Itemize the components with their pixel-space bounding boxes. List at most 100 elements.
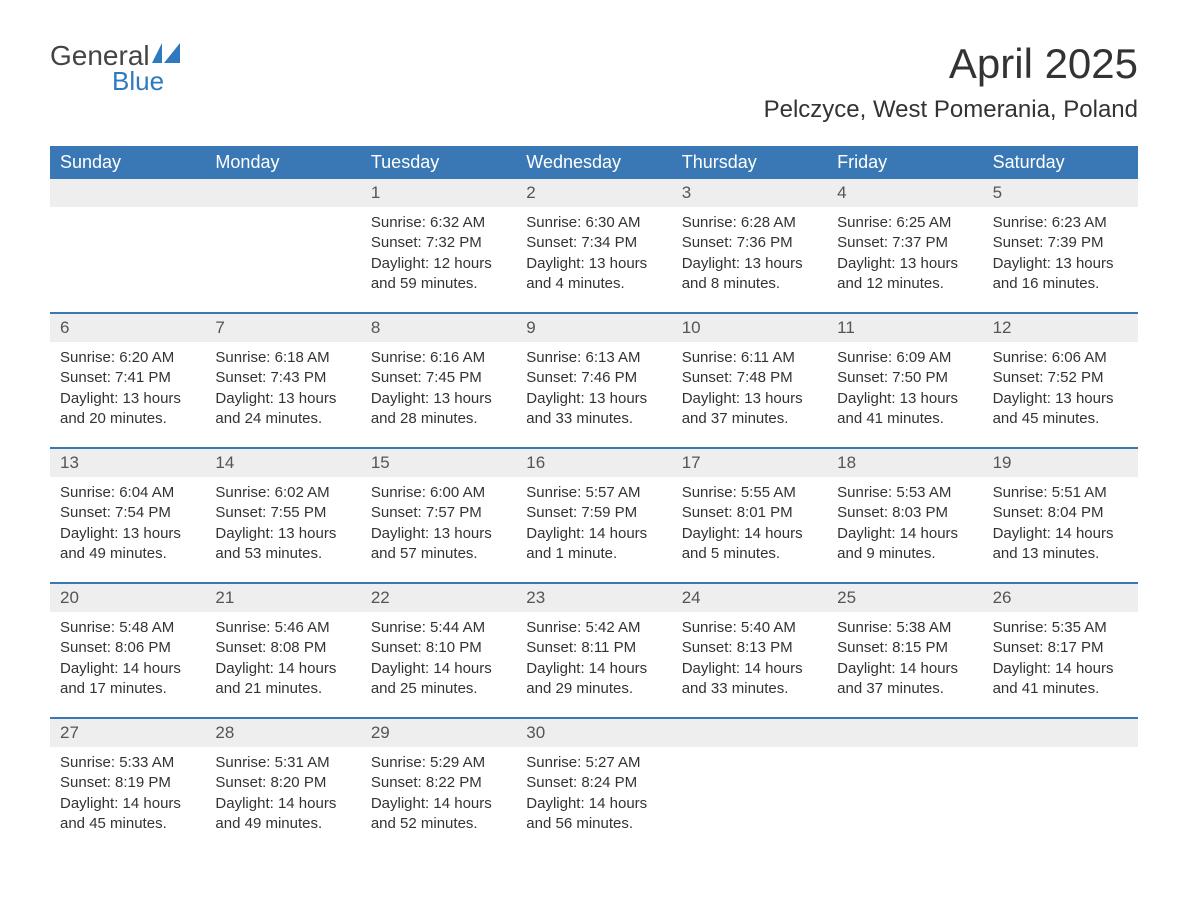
day-number: 25	[827, 584, 982, 612]
sunrise-text: Sunrise: 5:57 AM	[526, 483, 661, 503]
sunrise-text: Sunrise: 5:33 AM	[60, 753, 195, 773]
sunset-text: Sunset: 8:11 PM	[526, 638, 661, 658]
daylight-text: Daylight: 14 hours and 17 minutes.	[60, 659, 195, 700]
calendar-week: 20Sunrise: 5:48 AMSunset: 8:06 PMDayligh…	[50, 582, 1138, 717]
calendar-day: 23Sunrise: 5:42 AMSunset: 8:11 PMDayligh…	[516, 584, 671, 717]
day-content: Sunrise: 5:35 AMSunset: 8:17 PMDaylight:…	[983, 612, 1138, 699]
sunrise-text: Sunrise: 5:51 AM	[993, 483, 1128, 503]
calendar-day: 9Sunrise: 6:13 AMSunset: 7:46 PMDaylight…	[516, 314, 671, 447]
calendar-day: 12Sunrise: 6:06 AMSunset: 7:52 PMDayligh…	[983, 314, 1138, 447]
day-content: Sunrise: 6:30 AMSunset: 7:34 PMDaylight:…	[516, 207, 671, 294]
day-number: 26	[983, 584, 1138, 612]
day-number: 28	[205, 719, 360, 747]
calendar-day	[983, 719, 1138, 852]
sunrise-text: Sunrise: 6:00 AM	[371, 483, 506, 503]
calendar-day: 28Sunrise: 5:31 AMSunset: 8:20 PMDayligh…	[205, 719, 360, 852]
day-content: Sunrise: 5:46 AMSunset: 8:08 PMDaylight:…	[205, 612, 360, 699]
daylight-text: Daylight: 13 hours and 41 minutes.	[837, 389, 972, 430]
day-number: 9	[516, 314, 671, 342]
day-content: Sunrise: 6:16 AMSunset: 7:45 PMDaylight:…	[361, 342, 516, 429]
daylight-text: Daylight: 14 hours and 13 minutes.	[993, 524, 1128, 565]
day-number: 6	[50, 314, 205, 342]
daylight-text: Daylight: 13 hours and 12 minutes.	[837, 254, 972, 295]
daylight-text: Daylight: 13 hours and 33 minutes.	[526, 389, 661, 430]
day-number: 27	[50, 719, 205, 747]
calendar-day	[50, 179, 205, 312]
day-number	[983, 719, 1138, 747]
day-number: 7	[205, 314, 360, 342]
sunset-text: Sunset: 8:10 PM	[371, 638, 506, 658]
sunrise-text: Sunrise: 6:09 AM	[837, 348, 972, 368]
calendar-day	[205, 179, 360, 312]
day-content: Sunrise: 6:13 AMSunset: 7:46 PMDaylight:…	[516, 342, 671, 429]
day-number: 29	[361, 719, 516, 747]
day-content: Sunrise: 5:29 AMSunset: 8:22 PMDaylight:…	[361, 747, 516, 834]
month-title: April 2025	[764, 40, 1138, 88]
daylight-text: Daylight: 14 hours and 49 minutes.	[215, 794, 350, 835]
sunset-text: Sunset: 8:03 PM	[837, 503, 972, 523]
daylight-text: Daylight: 13 hours and 45 minutes.	[993, 389, 1128, 430]
sunrise-text: Sunrise: 5:31 AM	[215, 753, 350, 773]
sunrise-text: Sunrise: 6:13 AM	[526, 348, 661, 368]
sunset-text: Sunset: 8:17 PM	[993, 638, 1128, 658]
calendar-day: 4Sunrise: 6:25 AMSunset: 7:37 PMDaylight…	[827, 179, 982, 312]
sunrise-text: Sunrise: 5:48 AM	[60, 618, 195, 638]
day-content: Sunrise: 6:23 AMSunset: 7:39 PMDaylight:…	[983, 207, 1138, 294]
calendar-day	[827, 719, 982, 852]
daylight-text: Daylight: 14 hours and 9 minutes.	[837, 524, 972, 565]
calendar-day: 30Sunrise: 5:27 AMSunset: 8:24 PMDayligh…	[516, 719, 671, 852]
day-number: 15	[361, 449, 516, 477]
weekday-header: Saturday	[983, 146, 1138, 179]
day-content: Sunrise: 6:06 AMSunset: 7:52 PMDaylight:…	[983, 342, 1138, 429]
daylight-text: Daylight: 13 hours and 8 minutes.	[682, 254, 817, 295]
sunrise-text: Sunrise: 5:44 AM	[371, 618, 506, 638]
logo-blue-text: Blue	[112, 66, 164, 97]
calendar-day: 5Sunrise: 6:23 AMSunset: 7:39 PMDaylight…	[983, 179, 1138, 312]
day-content: Sunrise: 5:33 AMSunset: 8:19 PMDaylight:…	[50, 747, 205, 834]
calendar: Sunday Monday Tuesday Wednesday Thursday…	[50, 146, 1138, 852]
weekday-header: Monday	[205, 146, 360, 179]
calendar-day: 14Sunrise: 6:02 AMSunset: 7:55 PMDayligh…	[205, 449, 360, 582]
daylight-text: Daylight: 13 hours and 20 minutes.	[60, 389, 195, 430]
sunset-text: Sunset: 7:50 PM	[837, 368, 972, 388]
daylight-text: Daylight: 14 hours and 56 minutes.	[526, 794, 661, 835]
sunrise-text: Sunrise: 6:04 AM	[60, 483, 195, 503]
calendar-day: 3Sunrise: 6:28 AMSunset: 7:36 PMDaylight…	[672, 179, 827, 312]
day-content: Sunrise: 5:40 AMSunset: 8:13 PMDaylight:…	[672, 612, 827, 699]
day-number	[50, 179, 205, 207]
sunset-text: Sunset: 8:15 PM	[837, 638, 972, 658]
sunrise-text: Sunrise: 6:02 AM	[215, 483, 350, 503]
day-number: 10	[672, 314, 827, 342]
day-number: 30	[516, 719, 671, 747]
calendar-day: 24Sunrise: 5:40 AMSunset: 8:13 PMDayligh…	[672, 584, 827, 717]
day-content: Sunrise: 6:25 AMSunset: 7:37 PMDaylight:…	[827, 207, 982, 294]
daylight-text: Daylight: 14 hours and 29 minutes.	[526, 659, 661, 700]
sunset-text: Sunset: 8:04 PM	[993, 503, 1128, 523]
day-number: 21	[205, 584, 360, 612]
calendar-day: 27Sunrise: 5:33 AMSunset: 8:19 PMDayligh…	[50, 719, 205, 852]
day-content: Sunrise: 5:51 AMSunset: 8:04 PMDaylight:…	[983, 477, 1138, 564]
sunrise-text: Sunrise: 5:55 AM	[682, 483, 817, 503]
sunset-text: Sunset: 7:54 PM	[60, 503, 195, 523]
sunrise-text: Sunrise: 6:16 AM	[371, 348, 506, 368]
daylight-text: Daylight: 13 hours and 37 minutes.	[682, 389, 817, 430]
day-number	[827, 719, 982, 747]
daylight-text: Daylight: 14 hours and 45 minutes.	[60, 794, 195, 835]
weekday-header: Thursday	[672, 146, 827, 179]
day-number: 17	[672, 449, 827, 477]
sunrise-text: Sunrise: 5:46 AM	[215, 618, 350, 638]
sunset-text: Sunset: 8:22 PM	[371, 773, 506, 793]
day-content: Sunrise: 6:20 AMSunset: 7:41 PMDaylight:…	[50, 342, 205, 429]
calendar-day: 26Sunrise: 5:35 AMSunset: 8:17 PMDayligh…	[983, 584, 1138, 717]
sunset-text: Sunset: 7:55 PM	[215, 503, 350, 523]
day-number: 11	[827, 314, 982, 342]
calendar-day: 29Sunrise: 5:29 AMSunset: 8:22 PMDayligh…	[361, 719, 516, 852]
sunset-text: Sunset: 7:59 PM	[526, 503, 661, 523]
sunset-text: Sunset: 8:13 PM	[682, 638, 817, 658]
day-content: Sunrise: 6:04 AMSunset: 7:54 PMDaylight:…	[50, 477, 205, 564]
weekday-header: Tuesday	[361, 146, 516, 179]
sunset-text: Sunset: 8:24 PM	[526, 773, 661, 793]
sunrise-text: Sunrise: 5:42 AM	[526, 618, 661, 638]
daylight-text: Daylight: 14 hours and 37 minutes.	[837, 659, 972, 700]
daylight-text: Daylight: 14 hours and 41 minutes.	[993, 659, 1128, 700]
